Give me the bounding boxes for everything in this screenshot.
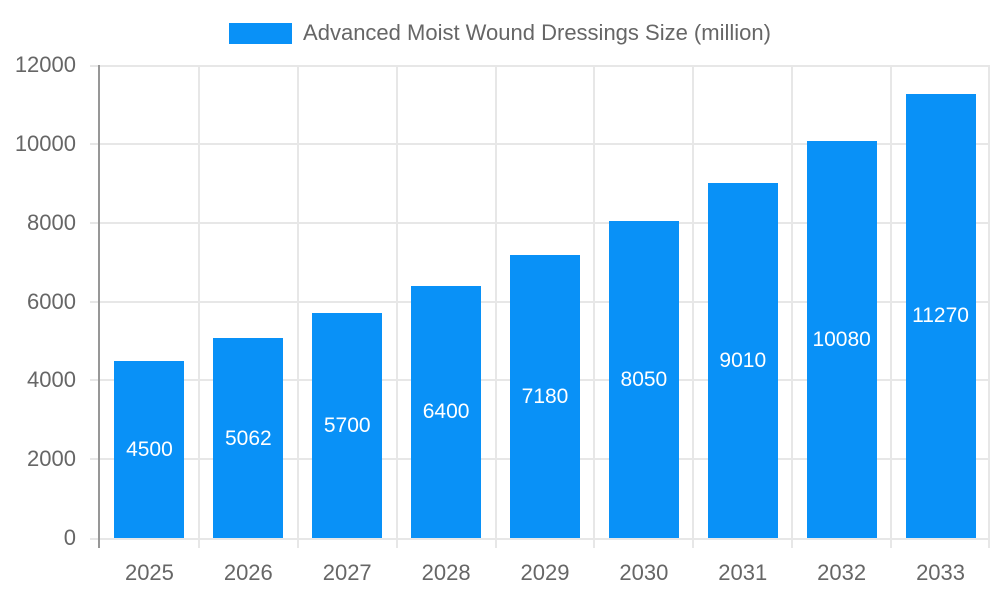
- bar-2028[interactable]: 6400: [411, 285, 482, 538]
- bar-value-label: 11270: [912, 304, 969, 328]
- y-axis-tick: [90, 538, 100, 540]
- y-tick-label: 4000: [27, 367, 76, 393]
- bar-value-label: 5062: [224, 426, 272, 450]
- gridline-vertical: [988, 65, 990, 548]
- y-axis-tick: [90, 142, 100, 145]
- x-tick-label: 2029: [520, 560, 570, 585]
- bar-value-label: 5700: [323, 414, 371, 438]
- bar-2027[interactable]: 5700: [312, 313, 383, 538]
- x-tick-label: 2028: [421, 560, 471, 585]
- plot-area: 4500 5062 5700 6400 7180 8050 9010 10080 11270: [90, 65, 990, 548]
- bar-value-label: 9010: [719, 348, 767, 372]
- x-tick-label: 2030: [619, 560, 669, 585]
- legend-swatch-icon: [229, 22, 293, 44]
- bar-2025[interactable]: 4500: [114, 360, 185, 538]
- gridline-vertical: [494, 65, 497, 548]
- gridline-horizontal: [100, 142, 990, 145]
- gridline-vertical: [890, 65, 893, 548]
- y-axis-tick: [90, 458, 100, 461]
- bar-2032[interactable]: 10080: [806, 140, 877, 538]
- y-tick-label: 10000: [14, 130, 76, 156]
- legend-label: Advanced Moist Wound Dressings Size (mil…: [303, 20, 771, 45]
- bar-2031[interactable]: 9010: [707, 182, 778, 538]
- gridline-horizontal: [100, 221, 990, 224]
- y-tick-label: 12000: [14, 52, 76, 77]
- gridline-vertical: [296, 65, 299, 548]
- gridline-horizontal: [100, 65, 990, 67]
- bar-2033[interactable]: 11270: [905, 93, 976, 538]
- gridline-vertical: [692, 65, 695, 548]
- y-tick-label: 6000: [27, 288, 76, 314]
- x-axis-labels: 2025 2026 2027 2028 2029 2030 2031 2032 2033: [100, 560, 990, 590]
- y-axis-line: [98, 65, 100, 548]
- bar-value-label: 10080: [812, 327, 871, 351]
- gridline-vertical: [593, 65, 596, 548]
- y-axis-tick: [90, 379, 100, 382]
- bar-2029[interactable]: 7180: [510, 255, 580, 538]
- chart-legend: Advanced Moist Wound Dressings Size (mil…: [0, 20, 1000, 46]
- gridline-vertical: [197, 65, 200, 548]
- x-tick-label: 2033: [916, 560, 966, 585]
- legend-item[interactable]: Advanced Moist Wound Dressings Size (mil…: [229, 20, 771, 46]
- x-tick-label: 2027: [322, 560, 372, 585]
- bar-value-label: 8050: [620, 367, 668, 391]
- y-tick-label: 2000: [27, 446, 76, 472]
- gridline-horizontal: [100, 538, 990, 540]
- gridline-vertical: [791, 65, 794, 548]
- y-axis-tick: [90, 300, 100, 303]
- y-axis-labels: 0 2000 4000 6000 8000 10000 12000: [0, 52, 90, 550]
- y-axis-tick: [90, 221, 100, 224]
- x-tick-label: 2032: [817, 560, 867, 585]
- x-tick-label: 2026: [223, 560, 273, 585]
- bar-2030[interactable]: 8050: [608, 220, 679, 538]
- y-tick-label: 8000: [27, 209, 76, 235]
- gridline-vertical: [395, 65, 398, 548]
- bar-2026[interactable]: 5062: [213, 338, 284, 538]
- y-axis-tick: [90, 65, 100, 67]
- bar-value-label: 7180: [521, 385, 569, 408]
- x-tick-label: 2025: [124, 560, 174, 585]
- bar-value-label: 4500: [126, 437, 173, 461]
- x-tick-label: 2031: [718, 560, 768, 585]
- y-tick-label: 0: [63, 525, 76, 550]
- bar-value-label: 6400: [422, 400, 470, 424]
